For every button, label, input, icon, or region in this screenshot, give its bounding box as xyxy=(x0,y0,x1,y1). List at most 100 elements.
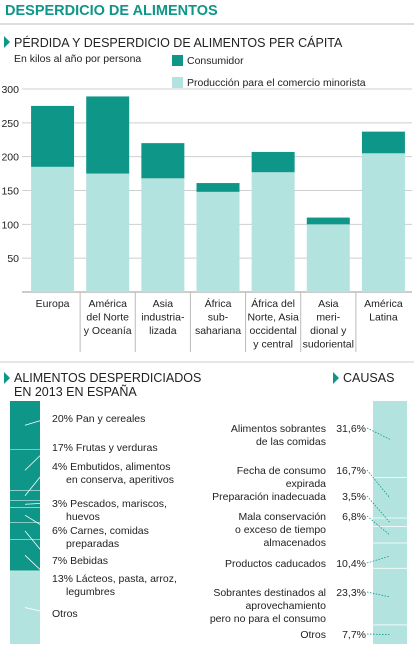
stack-segment xyxy=(373,401,407,478)
leader-line xyxy=(24,446,50,471)
cause-percent: 7,7% xyxy=(342,629,366,641)
stack-segment xyxy=(373,568,407,626)
x-tick-label: y central xyxy=(253,339,293,351)
x-tick-label: del Norte xyxy=(86,312,129,324)
segment-label: en conserva, aperitivos xyxy=(66,474,174,486)
x-tick-label: industria- xyxy=(141,312,185,324)
segment-label: 4% Embutidos, alimentos xyxy=(52,461,170,473)
x-tick-label: Asia xyxy=(153,298,174,310)
bar-segment-produccion xyxy=(251,172,295,292)
page-title: DESPERDICIO DE ALIMENTOS xyxy=(5,3,218,19)
bar-segment-produccion xyxy=(141,178,185,292)
x-tick-label: dional y xyxy=(310,325,347,337)
chart1-subtitle: En kilos al año por persona xyxy=(14,53,141,65)
segment-label: preparadas xyxy=(66,538,119,550)
x-tick-label: sub- xyxy=(208,312,229,324)
leader-line xyxy=(366,469,391,499)
stack-segment xyxy=(10,490,40,501)
leader-line xyxy=(24,530,50,561)
x-tick-label: sahariana xyxy=(195,325,241,337)
spain-waste-chart: ALIMENTOS DESPERDICIADOS EN 2013 EN ESPA… xyxy=(4,371,201,644)
bar-segment-produccion xyxy=(306,224,350,292)
bar-segment-consumidor xyxy=(31,105,75,167)
stack-segment xyxy=(10,500,40,508)
x-tick-label: África xyxy=(205,297,232,310)
x-tick-label: occidental xyxy=(250,325,297,337)
chart2-title-line2: EN 2013 EN ESPAÑA xyxy=(14,385,137,399)
y-tick-label: 100 xyxy=(1,219,19,231)
cause-percent: 6,8% xyxy=(342,511,366,523)
stack-segment xyxy=(373,526,407,544)
bar-segment-consumidor xyxy=(306,217,350,225)
y-tick-label: 200 xyxy=(1,152,19,164)
cause-percent: 23,3% xyxy=(336,587,366,599)
y-tick-label: 300 xyxy=(1,84,19,96)
cause-label: Preparación inadecuada xyxy=(212,491,326,503)
bar-segment-consumidor xyxy=(361,131,405,154)
leader-line xyxy=(24,465,50,497)
cause-label: Otros xyxy=(300,629,326,641)
segment-label: 3% Pescados, mariscos, xyxy=(52,498,167,510)
stack-segment xyxy=(373,518,407,527)
section-marker-icon xyxy=(4,36,10,48)
legend-label-produccion: Producción para el comercio minorista xyxy=(187,77,366,89)
x-tick-label: sudoriental xyxy=(303,339,354,351)
y-tick-label: 50 xyxy=(7,253,19,265)
cause-label: Alimentos sobrantes xyxy=(231,423,326,435)
stack-segment xyxy=(373,625,407,644)
leader-line xyxy=(366,427,391,440)
x-tick-label: África del xyxy=(251,297,295,310)
x-tick-label: Europa xyxy=(36,298,70,310)
x-tick-label: lizada xyxy=(149,325,177,337)
bar-segment-consumidor xyxy=(141,143,185,179)
segment-label: 20% Pan y cereales xyxy=(52,413,145,425)
chart2-stack: 20% Pan y cereales 17% Frutas y verduras 4… xyxy=(10,401,177,644)
cause-label: Mala conservación xyxy=(238,511,326,523)
y-tick-label: 250 xyxy=(1,118,19,130)
legend-swatch-produccion xyxy=(172,77,183,88)
chart1-title: PÉRDIDA Y DESPERDICIO DE ALIMENTOS PER C… xyxy=(14,35,343,50)
leader-line xyxy=(24,555,50,579)
leader-line xyxy=(24,514,50,531)
bar-segment-produccion xyxy=(86,173,130,292)
legend-swatch-consumidor xyxy=(172,55,183,66)
segment-label: 6% Carnes, comidas xyxy=(52,525,149,537)
leader-line xyxy=(366,555,391,564)
section-marker-icon xyxy=(333,372,339,384)
chart1-y-axis: 50 100 150 200 250 300 xyxy=(1,84,19,265)
x-tick-label: meri- xyxy=(316,312,340,324)
cause-label: aprovechamiento xyxy=(245,600,326,612)
cause-label: Sobrantes destinados al xyxy=(213,587,326,599)
bar-segment-consumidor xyxy=(196,183,240,192)
bar-segment-consumidor xyxy=(251,151,295,173)
legend-label-consumidor: Consumidor xyxy=(187,55,244,67)
cause-label: de las comidas xyxy=(256,436,326,448)
cause-label: expirada xyxy=(286,478,326,490)
segment-label: 17% Frutas y verduras xyxy=(52,442,158,454)
cause-percent: 31,6% xyxy=(336,423,366,435)
chart2-title-line1: ALIMENTOS DESPERDICIADOS xyxy=(14,371,201,385)
x-tick-label: Latina xyxy=(369,312,398,324)
cause-label: almacenados xyxy=(264,537,326,549)
x-tick-label: y Oceanía xyxy=(84,325,132,337)
cause-percent: 16,7% xyxy=(336,465,366,477)
cause-label: o exceso de tiempo xyxy=(235,524,326,536)
chart1-bars xyxy=(31,96,405,292)
segment-label: 7% Bebidas xyxy=(52,555,108,567)
bar-segment-consumidor xyxy=(86,96,130,174)
cause-label: pero no para el consumo xyxy=(210,613,326,625)
cause-label: Fecha de consumo xyxy=(237,465,326,477)
x-tick-label: Asia xyxy=(318,298,339,310)
y-tick-label: 150 xyxy=(1,186,19,198)
cause-percent: 10,4% xyxy=(336,558,366,570)
bar-segment-produccion xyxy=(361,153,405,292)
per-capita-chart: PÉRDIDA Y DESPERDICIO DE ALIMENTOS PER C… xyxy=(1,35,412,352)
leader-line xyxy=(366,633,391,636)
cause-percent: 3,5% xyxy=(342,491,366,503)
cause-label: Productos caducados xyxy=(225,558,326,570)
leader-line xyxy=(366,515,391,536)
chart1-legend: Consumidor Producción para el comercio m… xyxy=(172,55,366,89)
